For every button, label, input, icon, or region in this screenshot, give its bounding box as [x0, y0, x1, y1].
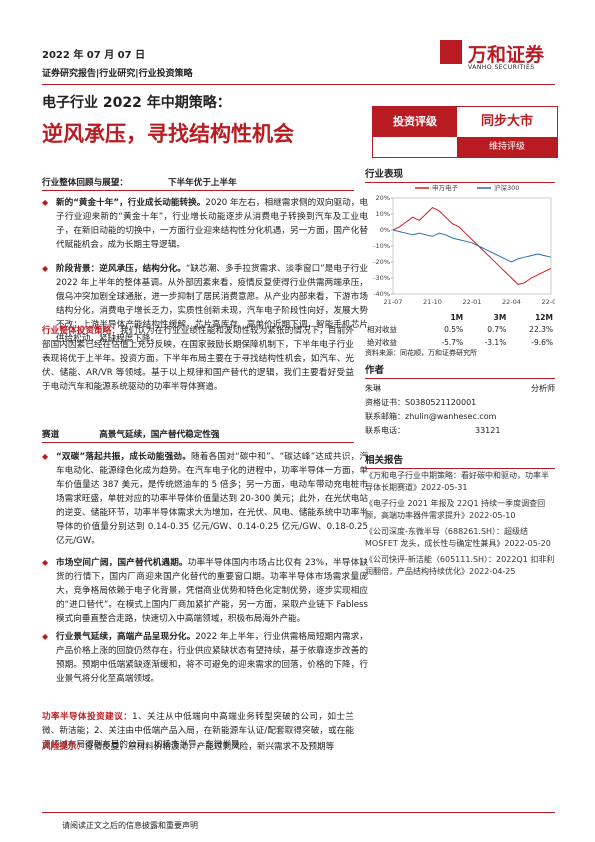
date: 2022 年 07 月 07 日 [42, 50, 146, 61]
perf-table: 1M 3M 12M 相对收益 0.5% 0.7% 22.3% 绝对收益 -5.7% -3.1% -9… [365, 312, 555, 349]
block-sub: 行业整体回顾与展望： 下半年优于上半年 [42, 176, 354, 191]
block-lead: 市场空间广阔，国产替代机遇期。 [56, 558, 188, 568]
title-line1: 电子行业 2022 年中期策略： [42, 95, 231, 111]
related-item: 《万和电子行业中期策略：看好碳中和驱动，功率半导体长期赛道》2022-05-31 [365, 471, 549, 492]
rating-label: 投资评级 [373, 107, 457, 137]
block-lead: 新的“黄金十年”，行业成长动能转换。 [56, 198, 206, 208]
block-text: 下半年优于上半年 [167, 178, 237, 188]
author: 朱琳 分析师 资格证书：S0380521120001 联系邮箱：zhulin@wa… [365, 382, 555, 438]
related-item: 《公司深度-东微半导（688261.SH）：超级结 MOSFET 龙头，成长性与… [365, 527, 551, 548]
table-header: 1M 3M 12M [365, 312, 555, 323]
plot-frame [392, 197, 552, 295]
block-lead: 行业整体投资策略： [42, 326, 121, 336]
title-line2: 逆风承压，寻找结构性机会 [42, 122, 294, 146]
block-lead: 行业整体回顾与展望： [42, 178, 128, 188]
phone-label: 联系电话： [365, 426, 405, 435]
block-text: 2022 年上半年，行业供需格局短期内需求，产品价格上涨的回旋仍然存在，行业供应… [56, 632, 368, 684]
y-tick-label: -10% [373, 242, 390, 250]
perf-title: 行业表现 [365, 166, 555, 183]
author-name: 朱琳 [365, 384, 381, 393]
block-bullet: 市场空间广阔，国产替代机遇期。功率半导体国内市场占比仅有 23%，半导体缺货的行… [42, 556, 368, 626]
author-email: 联系邮箱：zhulin@wanhesec.com [365, 412, 497, 421]
block-bullet: 阶段背景：逆风承压，结构分化。“缺芯潮、多手拉货需求、淡季窗口”是电子行业 20… [42, 262, 368, 346]
cell: -9.6% [531, 338, 553, 347]
cell: -3.1% [484, 338, 507, 347]
phone: 33121 [475, 426, 501, 435]
block-text: 疫情反复，原材料价格波动，产能过剩风险，新兴需求不及预期等 [84, 742, 335, 752]
block-lead: 行业景气延续，高端产品呈现分化。 [56, 632, 196, 642]
cell: -5.7% [441, 338, 464, 347]
perf-chart: 20% 10% 0% -10% -20% -30% -40%21-07 21-10 22-01 2… [373, 183, 555, 306]
y-tick-label: -20% [373, 258, 390, 266]
block-text: 随着各国对“碳中和”、“碳达峰”达成共识，汽车电动化、能源绿色化成为趋势。在汽车… [56, 452, 369, 546]
author-role: 分析师 [531, 384, 555, 393]
block-bullet: “双碳”落起共振，成长动能强劲。随着各国对“碳中和”、“碳达峰”达成共识，汽车电… [42, 450, 368, 548]
block-bullet: 行业景气延续，高端产品呈现分化。2022 年上半年，行业供需格局短期内需求，产品… [42, 630, 368, 686]
legend-label: 沪深300 [494, 183, 519, 192]
logo-en: VANHO SECURITIES [468, 64, 535, 71]
related-item: 《公司快评-新洁能（605111.SH）：2022Q1 扣非利润翻倍，产品结构持… [365, 555, 555, 576]
block-text: 功率半导体国内市场占比仅有 23%，半导体缺货的行情下，国内厂商迎来国产化替代的… [56, 558, 368, 624]
block-text: 2020 年左右，相继需求侧的双向驱动，电子行业迎来新的“黄金十年”，行业增长动… [56, 198, 369, 250]
block-text: 1、关注从中低端向中高端业务转型突破的公司，如士兰微、新洁能；2、关注由中低端产… [42, 712, 354, 750]
x-tick-label: 21-10 [423, 298, 442, 306]
x-tick-label: 21-07 [384, 298, 403, 306]
x-tick-label: 22-01 [463, 298, 482, 306]
logo: 万和证券 [468, 44, 545, 66]
block-lead: 风险提示： [42, 742, 85, 752]
header-cell: 1M [450, 313, 464, 322]
block-plain: 风险提示：疫情反复，原材料价格波动，产能过剩风险，新兴需求不及预期等 [42, 740, 354, 754]
block-text: “缺芯潮、多手拉货需求、淡季窗口”是电子行业 2022 年上半年的整体基调。从外… [56, 264, 368, 344]
author-phone-row: 联系电话： 33121 [365, 424, 555, 438]
footer: 请阅读正文之后的信息披露和重要声明 [62, 821, 198, 830]
rule [42, 812, 555, 813]
author-title: 作者 [365, 362, 555, 379]
block-bullet: 新的“黄金十年”，行业成长动能转换。2020 年左右，相继需求侧的双向驱动，电子… [42, 196, 368, 252]
cell: 22.3% [529, 325, 553, 334]
block-lead: “双碳”落起共振，成长动能强劲。 [56, 452, 192, 462]
block-lead: 功率半导体投资建议： [42, 712, 133, 722]
cell [365, 312, 422, 323]
header-cell: 3M [493, 313, 507, 322]
legend-label: 申万电子 [432, 183, 459, 192]
related-list: 《万和电子行业中期策略：看好碳中和驱动，功率半导体长期赛道》2022-05-31… [365, 470, 555, 582]
rating-value: 同步大市 [480, 114, 533, 129]
logo-icon [440, 40, 462, 64]
cell: 相对收益 [367, 325, 397, 334]
line [392, 229, 552, 263]
table-row: 绝对收益 -5.7% -3.1% -9.6% [365, 336, 555, 349]
y-tick-label: -30% [373, 274, 390, 282]
cell: 绝对收益 [367, 338, 397, 347]
related-item: 《电子行业 2021 年报及 22Q1 持续一季度调查回顾，高端功率器件需求提升… [365, 499, 546, 520]
y-tick-label: 0% [380, 226, 390, 234]
x-tick-label: 22-07 [542, 298, 555, 306]
block-text: 高景气延续，国产替代稳定性强 [99, 430, 220, 440]
block-plain: 功率半导体投资建议：1、关注从中低端向中高端业务转型突破的公司，如士兰微、新洁能… [42, 710, 354, 752]
x-tick-label: 22-04 [502, 298, 521, 306]
block-lead: 赛道 [42, 430, 60, 440]
table-row: 相对收益 0.5% 0.7% 22.3% [365, 323, 555, 336]
tags: 证券研究报告|行业研究|行业投资策略 [42, 69, 193, 79]
line [392, 206, 552, 285]
block-text: 我们认为在行业业绩性能和波动性较为紧张的情况下，目前外部国内因素已经在估值上充分… [42, 326, 354, 392]
cell: 0.7% [487, 325, 507, 334]
block-plain: 行业整体投资策略：我们认为在行业业绩性能和波动性较为紧张的情况下，目前外部国内因… [42, 324, 354, 394]
perf-source: 资料来源：同花顺，万和证券研究所 [365, 349, 477, 357]
rating-box: 投资评级 同步大市 维持评级 [372, 106, 558, 158]
related-title: 相关报告 [365, 452, 555, 469]
y-tick-label: 10% [376, 210, 390, 218]
y-tick-label: 20% [376, 194, 390, 202]
table: 1M 3M 12M 相对收益 0.5% 0.7% 22.3% 绝对收益 -5.7% -3.1% -9… [365, 312, 555, 349]
cell: 0.5% [444, 325, 464, 334]
author-row: 朱琳 分析师 [365, 382, 555, 396]
block-lead: 阶段背景：逆风承压，结构分化。 [56, 264, 186, 274]
header-cell: 12M [535, 313, 553, 322]
rule [42, 84, 555, 85]
block-sub: 赛道 高景气延续，国产替代稳定性强 [42, 428, 354, 443]
author-cert: 资格证书：S0380521120001 [365, 398, 477, 407]
y-tick-label: -40% [373, 290, 390, 298]
rating-note: 维持评级 [457, 137, 557, 157]
